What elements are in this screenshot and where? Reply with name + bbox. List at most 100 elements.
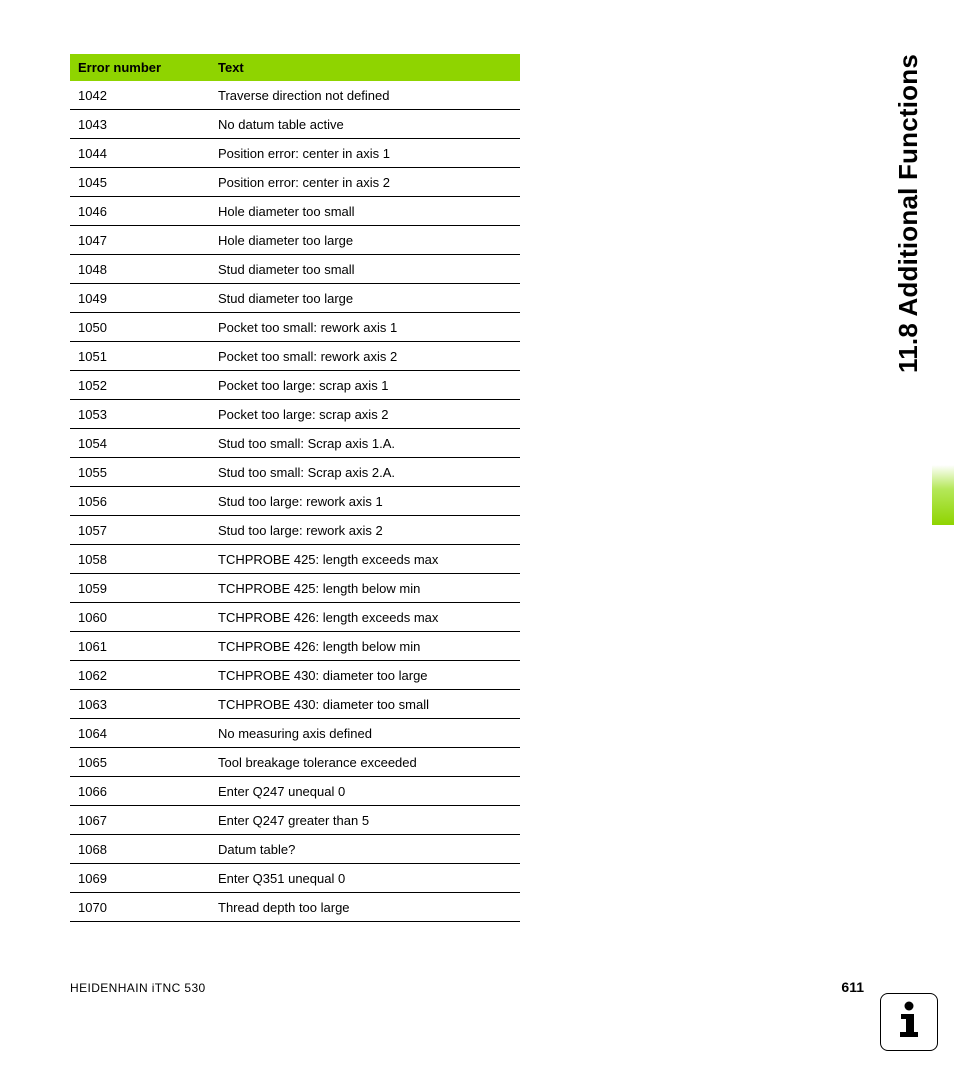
info-icon — [894, 1000, 924, 1045]
cell-text: Tool breakage tolerance exceeded — [210, 748, 520, 777]
table-row: 1066Enter Q247 unequal 0 — [70, 777, 520, 806]
table-row: 1049Stud diameter too large — [70, 284, 520, 313]
cell-error-number: 1063 — [70, 690, 210, 719]
table-row: 1050Pocket too small: rework axis 1 — [70, 313, 520, 342]
cell-text: Position error: center in axis 2 — [210, 168, 520, 197]
cell-error-number: 1056 — [70, 487, 210, 516]
table-header-row: Error number Text — [70, 54, 520, 81]
table-row: 1067Enter Q247 greater than 5 — [70, 806, 520, 835]
cell-text: Position error: center in axis 1 — [210, 139, 520, 168]
cell-error-number: 1062 — [70, 661, 210, 690]
cell-error-number: 1048 — [70, 255, 210, 284]
col-header-text: Text — [210, 54, 520, 81]
table-row: 1056Stud too large: rework axis 1 — [70, 487, 520, 516]
cell-text: Hole diameter too large — [210, 226, 520, 255]
table-row: 1060TCHPROBE 426: length exceeds max — [70, 603, 520, 632]
page-number: 611 — [841, 979, 864, 995]
cell-error-number: 1055 — [70, 458, 210, 487]
cell-text: Datum table? — [210, 835, 520, 864]
cell-text: Thread depth too large — [210, 893, 520, 922]
table-row: 1048Stud diameter too small — [70, 255, 520, 284]
cell-error-number: 1049 — [70, 284, 210, 313]
cell-text: No measuring axis defined — [210, 719, 520, 748]
cell-text: Traverse direction not defined — [210, 81, 520, 110]
cell-text: Enter Q247 greater than 5 — [210, 806, 520, 835]
section-title: 11.8 Additional Functions — [893, 54, 924, 373]
cell-error-number: 1066 — [70, 777, 210, 806]
table-row: 1058TCHPROBE 425: length exceeds max — [70, 545, 520, 574]
table-row: 1052Pocket too large: scrap axis 1 — [70, 371, 520, 400]
table-row: 1054Stud too small: Scrap axis 1.A. — [70, 429, 520, 458]
table-row: 1068Datum table? — [70, 835, 520, 864]
table-body: 1042Traverse direction not defined 1043N… — [70, 81, 520, 922]
col-header-error-number: Error number — [70, 54, 210, 81]
cell-text: TCHPROBE 430: diameter too small — [210, 690, 520, 719]
cell-text: Pocket too small: rework axis 1 — [210, 313, 520, 342]
cell-text: TCHPROBE 426: length exceeds max — [210, 603, 520, 632]
table-row: 1055Stud too small: Scrap axis 2.A. — [70, 458, 520, 487]
cell-error-number: 1059 — [70, 574, 210, 603]
table-row: 1059TCHPROBE 425: length below min — [70, 574, 520, 603]
table-row: 1061TCHPROBE 426: length below min — [70, 632, 520, 661]
cell-text: Stud too large: rework axis 1 — [210, 487, 520, 516]
table-row: 1046Hole diameter too small — [70, 197, 520, 226]
table-row: 1064No measuring axis defined — [70, 719, 520, 748]
table-row: 1043No datum table active — [70, 110, 520, 139]
side-tab — [932, 465, 954, 525]
cell-error-number: 1067 — [70, 806, 210, 835]
table-row: 1062TCHPROBE 430: diameter too large — [70, 661, 520, 690]
cell-error-number: 1053 — [70, 400, 210, 429]
cell-error-number: 1054 — [70, 429, 210, 458]
cell-error-number: 1070 — [70, 893, 210, 922]
footer-product: HEIDENHAIN iTNC 530 — [70, 981, 206, 995]
cell-text: Pocket too large: scrap axis 2 — [210, 400, 520, 429]
cell-error-number: 1060 — [70, 603, 210, 632]
cell-error-number: 1051 — [70, 342, 210, 371]
cell-text: Pocket too small: rework axis 2 — [210, 342, 520, 371]
cell-text: Stud too small: Scrap axis 1.A. — [210, 429, 520, 458]
cell-text: TCHPROBE 425: length exceeds max — [210, 545, 520, 574]
cell-text: Hole diameter too small — [210, 197, 520, 226]
cell-error-number: 1046 — [70, 197, 210, 226]
cell-error-number: 1061 — [70, 632, 210, 661]
cell-text: Enter Q351 unequal 0 — [210, 864, 520, 893]
cell-error-number: 1069 — [70, 864, 210, 893]
error-table-container: Error number Text 1042Traverse direction… — [70, 54, 520, 922]
cell-error-number: 1043 — [70, 110, 210, 139]
page: Error number Text 1042Traverse direction… — [0, 0, 954, 1091]
cell-error-number: 1050 — [70, 313, 210, 342]
table-row: 1045Position error: center in axis 2 — [70, 168, 520, 197]
cell-error-number: 1068 — [70, 835, 210, 864]
cell-error-number: 1045 — [70, 168, 210, 197]
cell-error-number: 1058 — [70, 545, 210, 574]
table-row: 1051Pocket too small: rework axis 2 — [70, 342, 520, 371]
table-row: 1063TCHPROBE 430: diameter too small — [70, 690, 520, 719]
cell-text: Stud too small: Scrap axis 2.A. — [210, 458, 520, 487]
table-row: 1057Stud too large: rework axis 2 — [70, 516, 520, 545]
error-table: Error number Text 1042Traverse direction… — [70, 54, 520, 922]
table-row: 1042Traverse direction not defined — [70, 81, 520, 110]
cell-error-number: 1065 — [70, 748, 210, 777]
cell-text: TCHPROBE 430: diameter too large — [210, 661, 520, 690]
cell-text: No datum table active — [210, 110, 520, 139]
cell-error-number: 1057 — [70, 516, 210, 545]
cell-text: Pocket too large: scrap axis 1 — [210, 371, 520, 400]
info-icon-box — [880, 993, 938, 1051]
cell-text: TCHPROBE 426: length below min — [210, 632, 520, 661]
table-row: 1044Position error: center in axis 1 — [70, 139, 520, 168]
cell-text: TCHPROBE 425: length below min — [210, 574, 520, 603]
cell-error-number: 1064 — [70, 719, 210, 748]
cell-text: Stud too large: rework axis 2 — [210, 516, 520, 545]
cell-error-number: 1044 — [70, 139, 210, 168]
table-row: 1047Hole diameter too large — [70, 226, 520, 255]
cell-error-number: 1042 — [70, 81, 210, 110]
cell-text: Enter Q247 unequal 0 — [210, 777, 520, 806]
cell-error-number: 1052 — [70, 371, 210, 400]
cell-text: Stud diameter too large — [210, 284, 520, 313]
table-row: 1069Enter Q351 unequal 0 — [70, 864, 520, 893]
table-row: 1070Thread depth too large — [70, 893, 520, 922]
cell-error-number: 1047 — [70, 226, 210, 255]
table-row: 1053Pocket too large: scrap axis 2 — [70, 400, 520, 429]
cell-text: Stud diameter too small — [210, 255, 520, 284]
table-row: 1065Tool breakage tolerance exceeded — [70, 748, 520, 777]
